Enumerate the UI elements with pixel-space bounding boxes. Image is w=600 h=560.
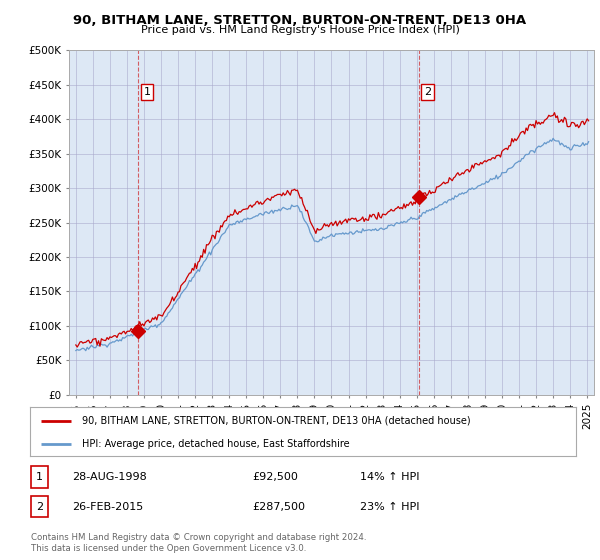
Text: Contains HM Land Registry data © Crown copyright and database right 2024.
This d: Contains HM Land Registry data © Crown c… — [31, 533, 367, 553]
Text: 1: 1 — [143, 87, 151, 97]
Text: 2: 2 — [424, 87, 431, 97]
Text: 14% ↑ HPI: 14% ↑ HPI — [360, 472, 419, 482]
Text: 23% ↑ HPI: 23% ↑ HPI — [360, 502, 419, 512]
Text: 26-FEB-2015: 26-FEB-2015 — [72, 502, 143, 512]
Text: HPI: Average price, detached house, East Staffordshire: HPI: Average price, detached house, East… — [82, 439, 349, 449]
Text: 1: 1 — [36, 472, 43, 482]
Text: 28-AUG-1998: 28-AUG-1998 — [72, 472, 147, 482]
Text: 2: 2 — [36, 502, 43, 512]
Text: 90, BITHAM LANE, STRETTON, BURTON-ON-TRENT, DE13 0HA: 90, BITHAM LANE, STRETTON, BURTON-ON-TRE… — [73, 14, 527, 27]
Text: £92,500: £92,500 — [252, 472, 298, 482]
Text: 90, BITHAM LANE, STRETTON, BURTON-ON-TRENT, DE13 0HA (detached house): 90, BITHAM LANE, STRETTON, BURTON-ON-TRE… — [82, 416, 470, 426]
Text: Price paid vs. HM Land Registry's House Price Index (HPI): Price paid vs. HM Land Registry's House … — [140, 25, 460, 35]
Text: £287,500: £287,500 — [252, 502, 305, 512]
